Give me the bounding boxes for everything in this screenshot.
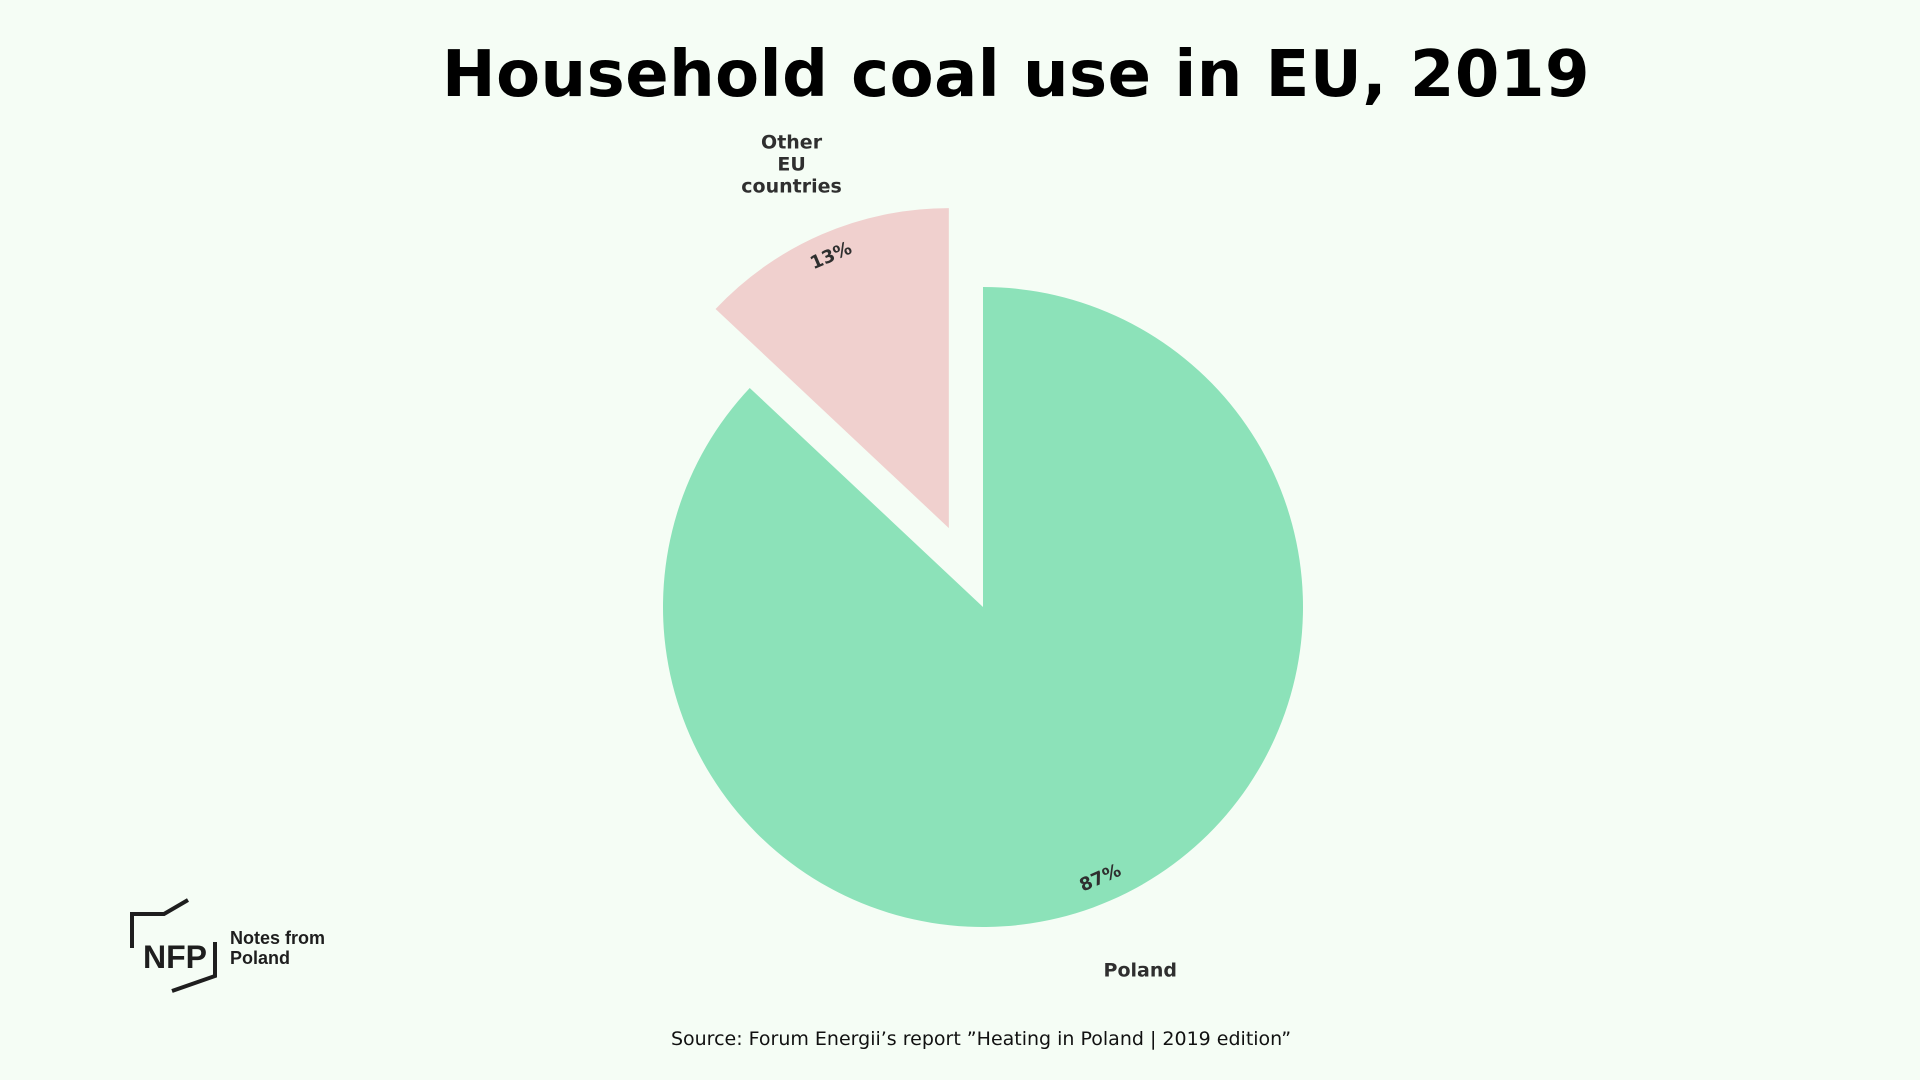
nfp-logo-mark: NFP [130, 898, 217, 993]
category-label-poland: Poland [1104, 959, 1177, 981]
pie-slice-other-eu [715, 208, 949, 529]
logo-line-1: Notes from [230, 928, 326, 948]
chart-title: Household coal use in EU, 2019 [442, 38, 1590, 112]
logo-frame-bottom [171, 942, 217, 993]
nfp-logo: NFP Notes from Poland [128, 898, 348, 998]
category-label-other-eu: Other EU countries [741, 132, 842, 198]
logo-frame-top [130, 898, 190, 948]
source-note: Source: Forum Energii’s report ”Heating … [670, 1028, 1292, 1050]
logo-wordmark: Notes from Poland [230, 928, 325, 968]
logo-mark-text: NFP [143, 939, 207, 975]
logo-line-2: Poland [230, 948, 291, 968]
pie-slice-poland [663, 287, 1303, 927]
